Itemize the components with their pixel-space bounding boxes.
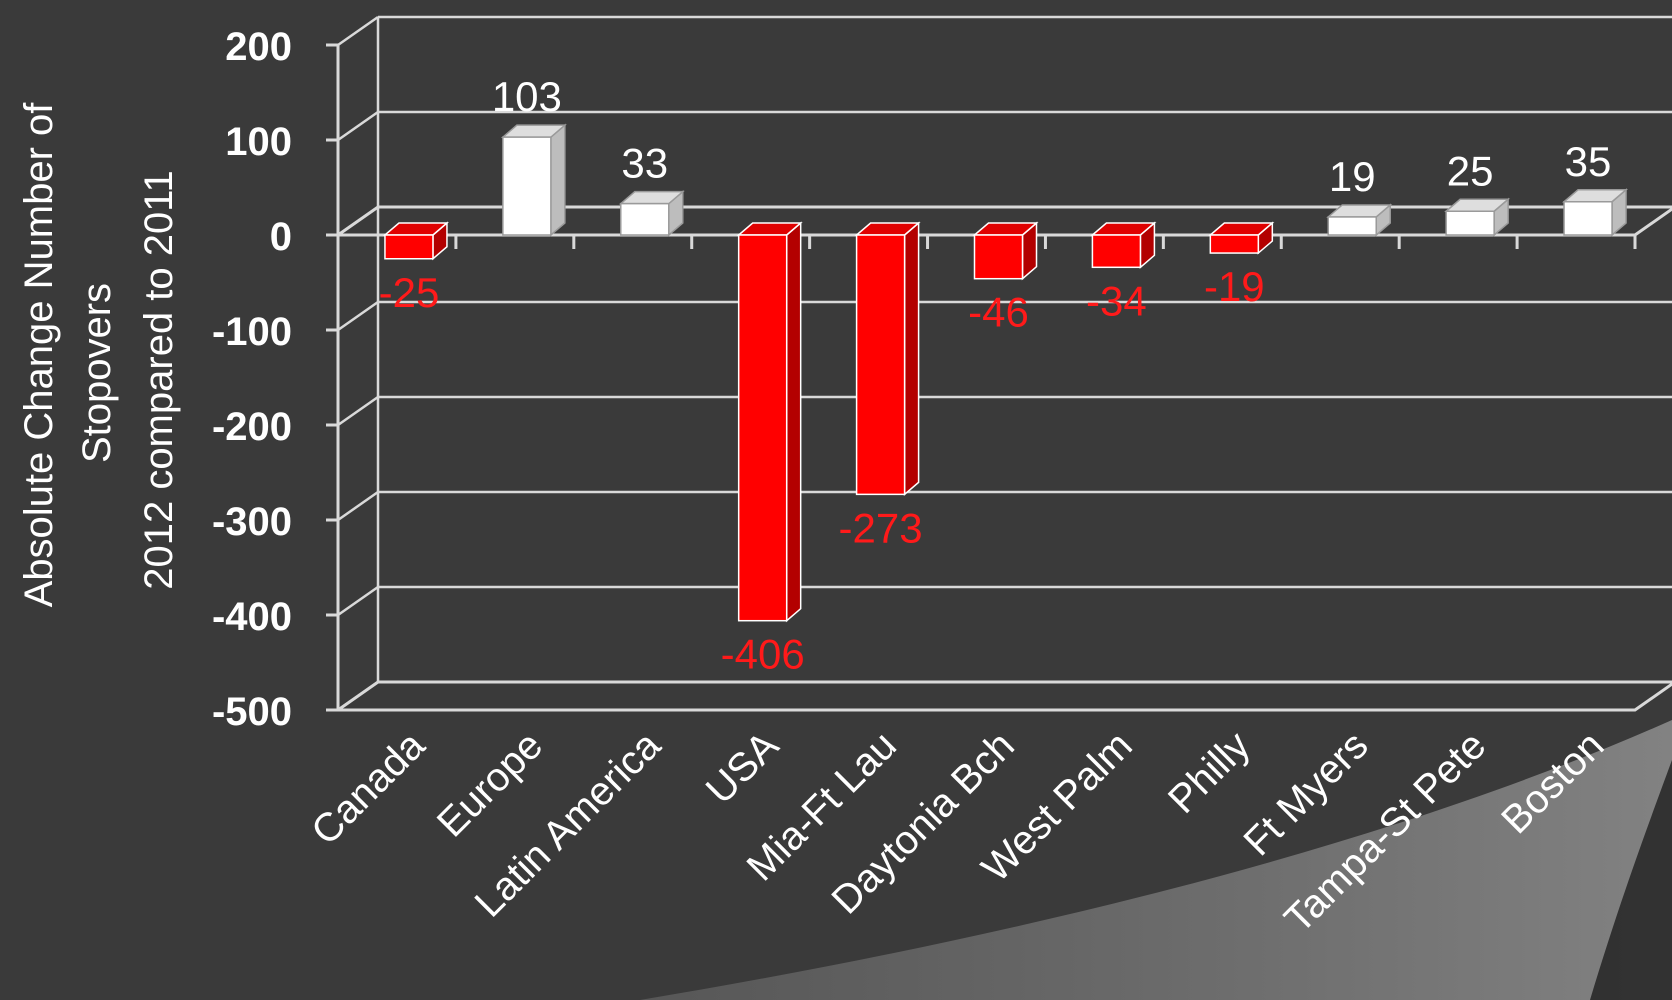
data-label: -25 bbox=[379, 269, 440, 316]
y-axis-title-line-2: Stopovers bbox=[75, 283, 119, 463]
y-axis-title-line-1: Absolute Change Number of bbox=[17, 102, 61, 608]
y-axis-title: Absolute Change Number of Stopovers 2012… bbox=[17, 102, 181, 608]
bar-front bbox=[1091, 234, 1142, 269]
bar-side bbox=[785, 221, 802, 623]
grid-depth-line bbox=[337, 15, 379, 47]
bar-front bbox=[384, 234, 434, 260]
bar-front bbox=[973, 234, 1024, 280]
bar bbox=[382, 221, 449, 261]
data-label: 19 bbox=[1329, 153, 1376, 200]
grid-depth-line bbox=[337, 490, 379, 522]
bar-front bbox=[502, 136, 552, 236]
y-tick-label: 100 bbox=[225, 120, 292, 164]
x-category-label: USA bbox=[698, 723, 787, 812]
bar bbox=[1208, 221, 1275, 255]
data-label: -406 bbox=[721, 631, 805, 678]
y-axis-title-line-3: 2012 compared to 2011 bbox=[137, 170, 181, 590]
bar bbox=[1562, 188, 1629, 237]
bar-side bbox=[903, 221, 920, 496]
y-tick-label: 200 bbox=[225, 25, 292, 69]
data-label: -273 bbox=[839, 504, 923, 551]
data-label: 103 bbox=[492, 73, 562, 120]
grid-depth-line bbox=[337, 585, 379, 617]
bar-front bbox=[855, 234, 906, 496]
x-category-label: Canada bbox=[303, 723, 434, 854]
bar-front bbox=[1209, 234, 1260, 254]
bar bbox=[736, 221, 803, 623]
bar-front bbox=[1563, 201, 1613, 236]
y-tick-label: -400 bbox=[212, 595, 292, 639]
bar-front bbox=[737, 234, 788, 622]
grid-depth-line bbox=[337, 395, 379, 427]
bar bbox=[1326, 203, 1393, 237]
zero-plane bbox=[333, 205, 1672, 237]
background-corner bbox=[1590, 760, 1672, 1000]
data-label: 25 bbox=[1447, 147, 1494, 194]
background-decoration bbox=[640, 720, 1672, 1000]
floor-plane bbox=[333, 680, 1672, 712]
y-tick-label: -100 bbox=[212, 310, 292, 354]
x-category-label: Philly bbox=[1160, 723, 1259, 822]
background-swoosh bbox=[640, 720, 1672, 1000]
bar-front bbox=[1445, 210, 1495, 236]
bar-front bbox=[620, 202, 670, 236]
y-tick-label: -300 bbox=[212, 500, 292, 544]
data-label: 35 bbox=[1565, 138, 1612, 185]
bar bbox=[854, 221, 921, 496]
y-tick-label: -200 bbox=[212, 405, 292, 449]
bar-side bbox=[550, 123, 566, 237]
data-labels: -25 103 33 -406 -273 -46 -34 -19 19 25 35 bbox=[379, 73, 1612, 678]
data-label: 33 bbox=[621, 140, 668, 187]
bars bbox=[382, 123, 1629, 623]
data-label: -19 bbox=[1204, 263, 1265, 310]
bar-front bbox=[1327, 216, 1377, 236]
bar bbox=[500, 123, 567, 237]
bar bbox=[972, 221, 1039, 281]
y-tick-label: -500 bbox=[212, 690, 292, 734]
data-label: -46 bbox=[968, 289, 1029, 336]
bar bbox=[618, 190, 685, 237]
grid-depth-line bbox=[337, 110, 379, 142]
y-tick-label: 0 bbox=[270, 215, 292, 259]
bar bbox=[1444, 197, 1511, 237]
bar bbox=[1090, 221, 1157, 269]
grid-lines bbox=[337, 15, 1672, 712]
grid-depth-line bbox=[337, 300, 379, 332]
data-label: -34 bbox=[1086, 277, 1147, 324]
